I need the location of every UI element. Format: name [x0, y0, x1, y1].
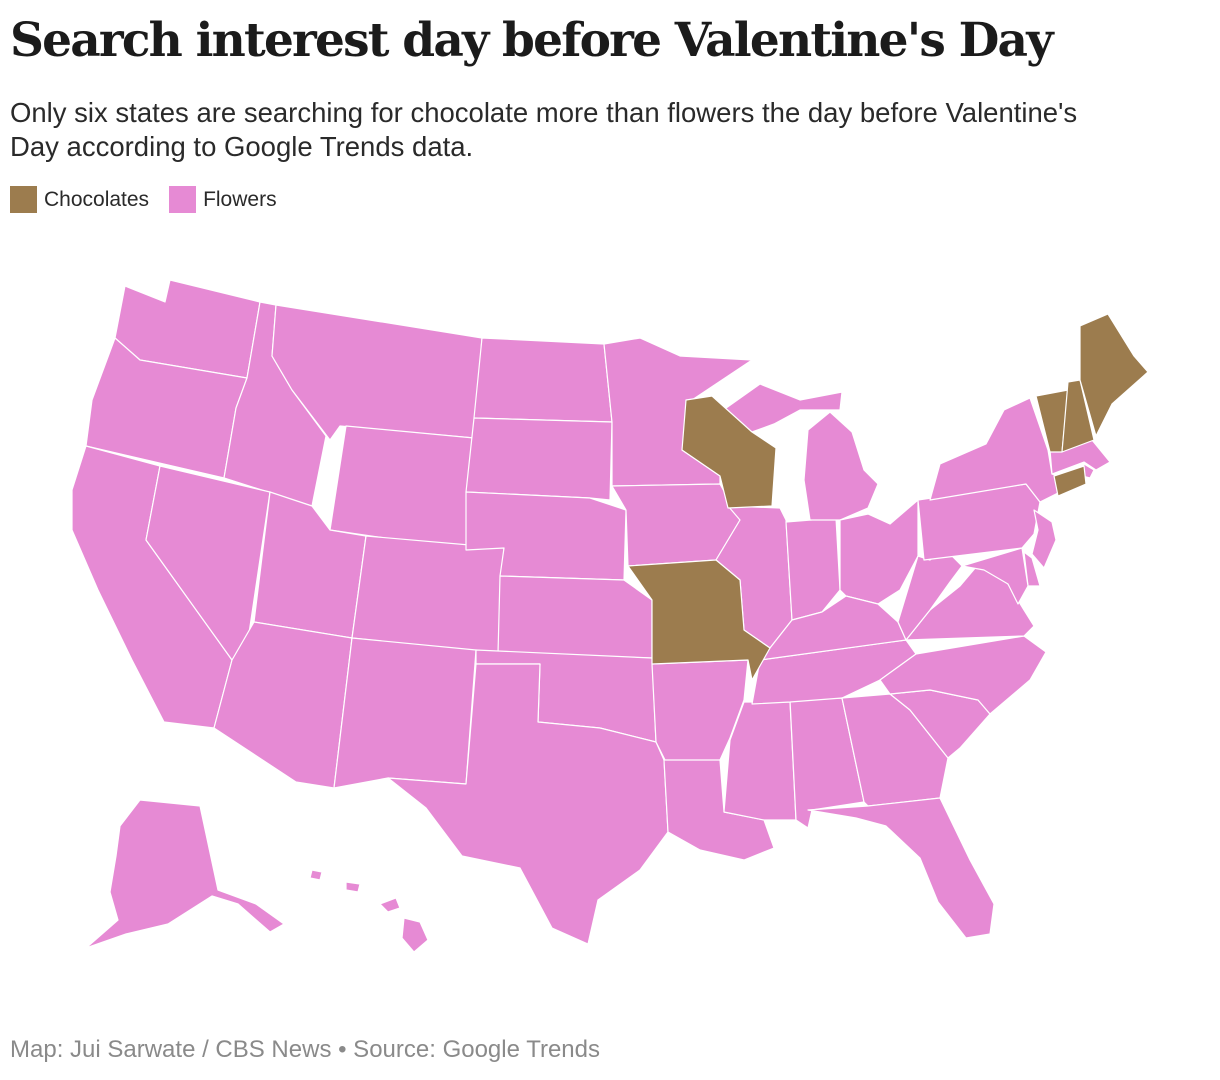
- state-florida: [807, 797, 995, 939]
- state-new-jersey: [1031, 509, 1057, 569]
- state-south-dakota: [465, 417, 613, 501]
- chart-subtitle: Only six states are searching for chocol…: [10, 97, 1078, 162]
- state-texas: [387, 663, 669, 945]
- state-kansas: [497, 575, 653, 659]
- state-new-hampshire: [1061, 379, 1095, 453]
- legend-item-flowers: Flowers: [169, 186, 277, 213]
- state-north-carolina: [879, 635, 1047, 715]
- state-louisiana: [663, 759, 775, 861]
- us-choropleth-map: [71, 279, 1149, 953]
- state-maryland: [961, 547, 1029, 605]
- map-credit: Map: Jui Sarwate / CBS News • Source: Go…: [10, 1036, 600, 1063]
- legend-label-flowers: Flowers: [203, 187, 277, 211]
- legend-item-chocolates: Chocolates: [10, 186, 149, 213]
- state-arkansas: [651, 659, 749, 763]
- chart-title: Search interest day before Valentine's D…: [10, 13, 1054, 68]
- state-wyoming: [329, 425, 475, 551]
- state-hawaii-maui: [379, 897, 401, 913]
- chocolates-swatch: [10, 186, 37, 213]
- state-hawaii-oahu: [345, 881, 361, 893]
- state-michigan-up: [711, 383, 843, 433]
- state-north-dakota: [473, 337, 613, 423]
- state-connecticut: [1053, 465, 1087, 497]
- state-new-mexico: [333, 637, 477, 789]
- legend: Chocolates Flowers: [10, 186, 297, 213]
- legend-label-chocolates: Chocolates: [44, 187, 150, 211]
- flower-states: [71, 279, 1111, 953]
- state-kentucky: [759, 595, 907, 661]
- state-michigan-lp: [803, 411, 879, 521]
- state-colorado: [351, 535, 505, 655]
- state-hawaii-big: [401, 917, 429, 953]
- flowers-swatch: [169, 186, 197, 213]
- state-wisconsin: [681, 395, 777, 509]
- state-maine: [1079, 313, 1149, 437]
- state-missouri: [627, 559, 771, 681]
- chocolate-states: [627, 313, 1149, 681]
- state-hawaii-kauai: [309, 869, 323, 881]
- state-alaska: [85, 799, 285, 949]
- state-ohio: [839, 499, 919, 605]
